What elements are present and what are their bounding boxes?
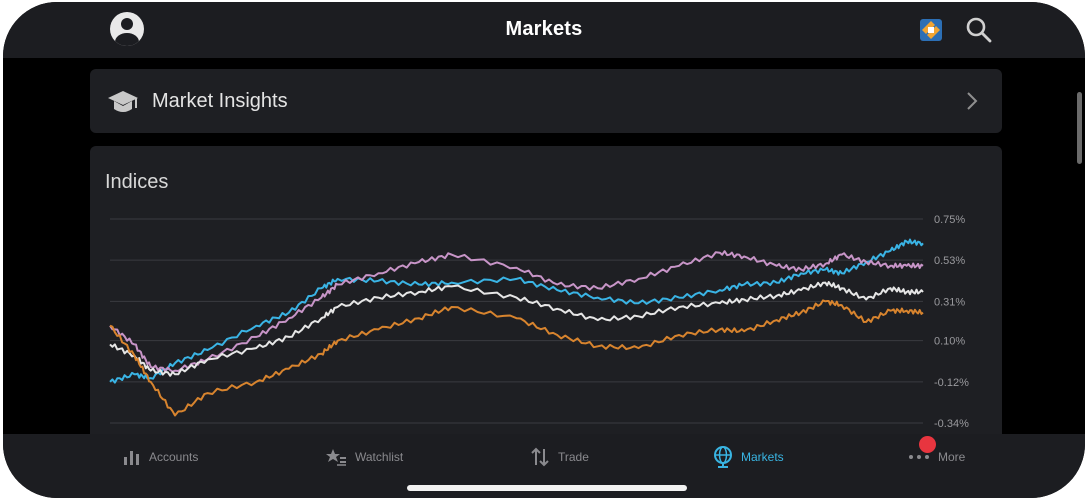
ellipsis-icon (909, 455, 929, 459)
y-tick-label: -0.12% (934, 377, 969, 389)
graduation-cap-icon (108, 91, 138, 112)
phone-screen: Markets Market Insights Indices (3, 2, 1085, 498)
indices-card[interactable]: Indices 0.75% 0.53% 0.31% 0.10% -0.12% -0.34% (90, 146, 1002, 446)
y-tick-label: 0.75% (934, 214, 965, 226)
chevron-right-icon (967, 92, 978, 110)
y-tick-label: 0.10% (934, 336, 965, 348)
home-indicator[interactable] (407, 485, 687, 491)
search-icon[interactable] (963, 14, 995, 46)
scrollbar[interactable] (1077, 92, 1082, 164)
bottom-tab-bar: Accounts Watchlist Trade Markets (3, 434, 1085, 498)
tab-watchlist[interactable]: Watchlist (325, 442, 403, 472)
tab-markets[interactable]: Markets (713, 442, 784, 472)
y-tick-label: 0.53% (934, 255, 965, 267)
tab-accounts-label: Accounts (149, 450, 199, 464)
app-header: Markets (3, 2, 1085, 58)
globe-icon (714, 446, 732, 468)
tab-more-label: More (938, 450, 966, 464)
indices-chart[interactable]: 0.75% 0.53% 0.31% 0.10% -0.12% -0.34% (90, 146, 1002, 446)
bar-chart-icon (124, 451, 139, 465)
tab-watchlist-label: Watchlist (355, 450, 404, 464)
notification-badge (919, 436, 936, 453)
series-line-1 (109, 238, 924, 384)
series-line-4 (109, 299, 924, 417)
indices-title: Indices (105, 171, 169, 193)
avatar-icon[interactable] (110, 12, 144, 46)
y-tick-label: 0.31% (934, 296, 965, 308)
page-title: Markets (505, 18, 583, 40)
swap-arrows-icon (531, 447, 549, 467)
markets-content[interactable]: Market Insights Indices 0.75% 0.53% 0.31% 0… (3, 58, 1085, 446)
app-logo-icon[interactable] (917, 16, 945, 44)
tab-more[interactable]: More (908, 442, 965, 472)
market-insights-label: Market Insights (152, 90, 288, 112)
tab-trade[interactable]: Trade (530, 442, 589, 472)
tab-accounts[interactable]: Accounts (123, 442, 198, 472)
series-line-3 (109, 281, 924, 377)
market-insights-card[interactable]: Market Insights (90, 69, 1002, 133)
tab-markets-label: Markets (741, 450, 784, 464)
y-tick-label: -0.34% (934, 418, 969, 430)
star-list-icon (326, 449, 346, 466)
series-line-2 (109, 250, 924, 373)
tab-trade-label: Trade (558, 450, 589, 464)
